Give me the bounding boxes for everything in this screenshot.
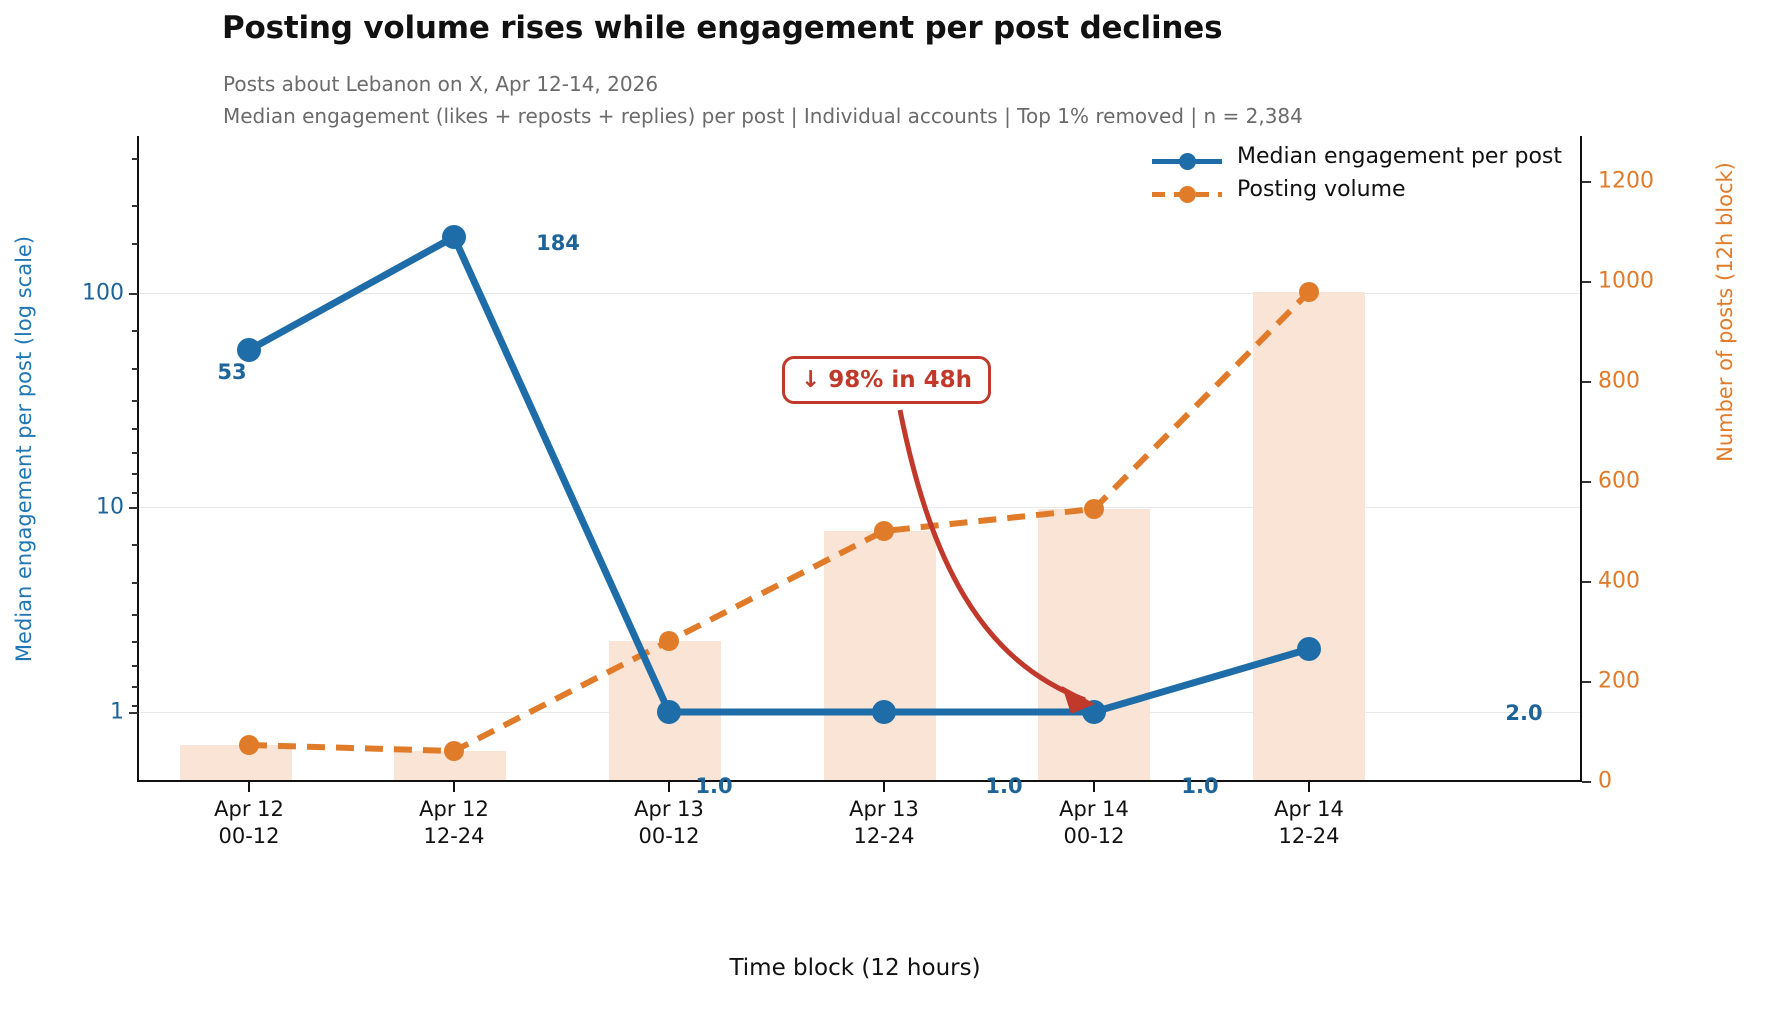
right-tick-200	[1582, 681, 1591, 683]
left-minor-tick-15	[132, 686, 138, 688]
legend-marker-engagement-icon	[1179, 153, 1196, 170]
value-label-engagement-2: 1.0	[695, 774, 733, 798]
x-tick-label-3-block: 12-24	[853, 824, 915, 849]
bottom-axis-line	[137, 780, 1582, 782]
left-minor-tick-16	[132, 705, 138, 707]
x-tick-label-2-block: 00-12	[638, 824, 700, 849]
bar-apr13-00-12	[609, 641, 721, 781]
x-tick-label-2-day: Apr 13	[634, 797, 704, 821]
x-tick-label-3: Apr 13 12-24	[849, 796, 919, 851]
right-tick-label-0: 0	[1598, 768, 1612, 794]
left-tick-100	[129, 293, 138, 295]
x-tick-label-5-block: 12-24	[1278, 824, 1340, 849]
left-minor-tick-6	[132, 428, 138, 430]
right-tick-1000	[1582, 281, 1591, 283]
x-tick-5	[1308, 782, 1310, 792]
x-tick-label-4: Apr 14 00-12	[1059, 796, 1129, 851]
value-label-engagement-1: 184	[536, 231, 580, 255]
value-label-engagement-5: 2.0	[1505, 701, 1543, 725]
left-minor-tick-8	[132, 473, 138, 475]
x-tick-label-0-day: Apr 12	[214, 797, 284, 821]
x-tick-label-3-day: Apr 13	[849, 797, 919, 821]
x-tick-label-0: Apr 12 00-12	[214, 796, 284, 851]
x-tick-3	[883, 782, 885, 792]
chart-subtitle-line-1: Posts about Lebanon on X, Apr 12-14, 202…	[223, 72, 659, 96]
left-tick-label-10: 10	[96, 494, 124, 520]
left-minor-tick-5	[132, 400, 138, 402]
x-tick-1	[453, 782, 455, 792]
right-tick-label-400: 400	[1598, 568, 1640, 594]
right-tick-0	[1582, 781, 1591, 783]
right-axis-label: Number of posts (12h block)	[1713, 162, 1737, 462]
x-tick-label-2: Apr 13 00-12	[634, 796, 704, 851]
chart-subtitle-line-2: Median engagement (likes + reposts + rep…	[223, 104, 1303, 128]
x-tick-4	[1093, 782, 1095, 792]
left-minor-tick-4	[132, 368, 138, 370]
bar-apr12-12-24	[394, 751, 506, 781]
x-tick-label-1-day: Apr 12	[419, 797, 489, 821]
left-tick-1	[129, 712, 138, 714]
left-tick-label-100: 100	[82, 280, 124, 306]
value-label-engagement-4: 1.0	[1181, 774, 1219, 798]
legend-item-posting-volume[interactable]: Posting volume	[1152, 177, 1582, 210]
right-tick-label-600: 600	[1598, 468, 1640, 494]
left-axis-label: Median engagement per post (log scale)	[12, 235, 36, 663]
bar-apr12-00-12	[180, 745, 292, 781]
bar-apr13-12-24	[824, 531, 936, 781]
right-tick-label-1000: 1000	[1598, 268, 1654, 294]
left-tick-label-1: 1	[110, 699, 124, 725]
legend-label-volume: Posting volume	[1237, 177, 1406, 202]
right-tick-label-200: 200	[1598, 668, 1640, 694]
x-tick-label-1-block: 12-24	[423, 824, 485, 849]
left-minor-tick-9	[132, 492, 138, 494]
x-tick-2	[668, 782, 670, 792]
x-axis-label: Time block (12 hours)	[729, 955, 981, 981]
left-minor-tick-14	[132, 665, 138, 667]
point-engagement-0	[237, 338, 261, 362]
right-tick-label-1200: 1200	[1598, 168, 1654, 194]
bar-apr14-12-24	[1253, 292, 1365, 781]
x-tick-label-4-block: 00-12	[1063, 824, 1125, 849]
right-tick-label-800: 800	[1598, 368, 1640, 394]
x-tick-label-5-day: Apr 14	[1274, 797, 1344, 821]
x-tick-label-1: Apr 12 12-24	[419, 796, 489, 851]
legend-label-engagement: Median engagement per post	[1237, 144, 1563, 169]
left-minor-tick-11	[132, 582, 138, 584]
left-minor-tick-3	[132, 330, 138, 332]
left-tick-10	[129, 507, 138, 509]
x-tick-label-5: Apr 14 12-24	[1274, 796, 1344, 851]
legend-item-median-engagement[interactable]: Median engagement per post	[1152, 144, 1582, 177]
right-tick-600	[1582, 481, 1591, 483]
chart-title: Posting volume rises while engagement pe…	[222, 10, 1223, 46]
legend-marker-volume-icon	[1179, 186, 1196, 203]
series-engagement-line	[245, 233, 1313, 716]
right-tick-1200	[1582, 181, 1591, 183]
point-engagement-1	[442, 225, 466, 249]
x-tick-0	[248, 782, 250, 792]
left-minor-tick-7	[132, 452, 138, 454]
left-minor-tick-13	[132, 641, 138, 643]
right-axis-line	[1580, 136, 1582, 782]
series-posting-volume-line	[248, 289, 1312, 755]
left-axis-line	[137, 136, 139, 782]
bar-apr14-00-12	[1038, 509, 1150, 781]
value-label-engagement-0: 53	[217, 360, 247, 384]
left-minor-tick-0	[132, 158, 138, 160]
left-axis-label-wrap: Median engagement per post (log scale)	[0, 137, 46, 781]
left-minor-tick-1	[132, 205, 138, 207]
chart-legend[interactable]: Median engagement per post Posting volum…	[1152, 144, 1582, 210]
right-tick-400	[1582, 581, 1591, 583]
left-minor-tick-12	[132, 614, 138, 616]
decline-annotation: ↓ 98% in 48h	[782, 356, 991, 404]
value-label-engagement-3: 1.0	[985, 774, 1023, 798]
right-tick-800	[1582, 381, 1591, 383]
left-minor-tick-10	[132, 544, 138, 546]
x-tick-label-4-day: Apr 14	[1059, 797, 1129, 821]
x-tick-label-0-block: 00-12	[218, 824, 280, 849]
left-minor-tick-2	[132, 243, 138, 245]
